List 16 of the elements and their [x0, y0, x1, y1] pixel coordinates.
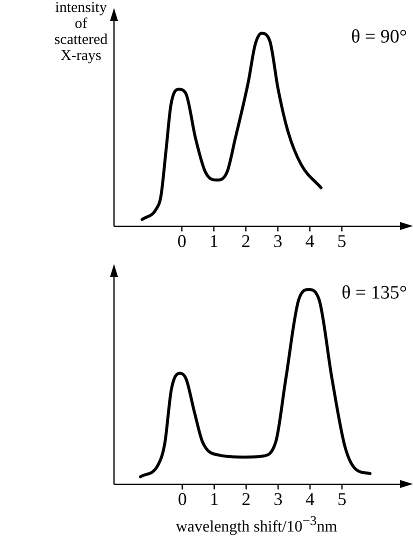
x-axis-title: wavelength shift/10$^{−3}$nm	[174, 512, 338, 536]
x-tick-label: 4	[305, 230, 314, 251]
y-axis-title: intensity of scattered X-rays	[53, 0, 109, 64]
x-tick-label: 0	[178, 488, 187, 509]
x-tick-label: 2	[242, 488, 251, 509]
x-tick-label: 0	[177, 230, 186, 251]
x-tick-label: 1	[209, 230, 218, 251]
annotation: θ = 135°	[342, 282, 407, 304]
x-tick-label: 4	[306, 488, 315, 509]
x-tick-label: 1	[210, 488, 219, 509]
annotation: θ = 90°	[351, 26, 407, 48]
x-tick-label: 2	[241, 230, 250, 251]
x-tick-label: 3	[273, 230, 282, 251]
x-tick-label: 5	[337, 230, 346, 251]
x-tick-label: 5	[337, 488, 346, 509]
x-tick-label: 3	[274, 488, 283, 509]
